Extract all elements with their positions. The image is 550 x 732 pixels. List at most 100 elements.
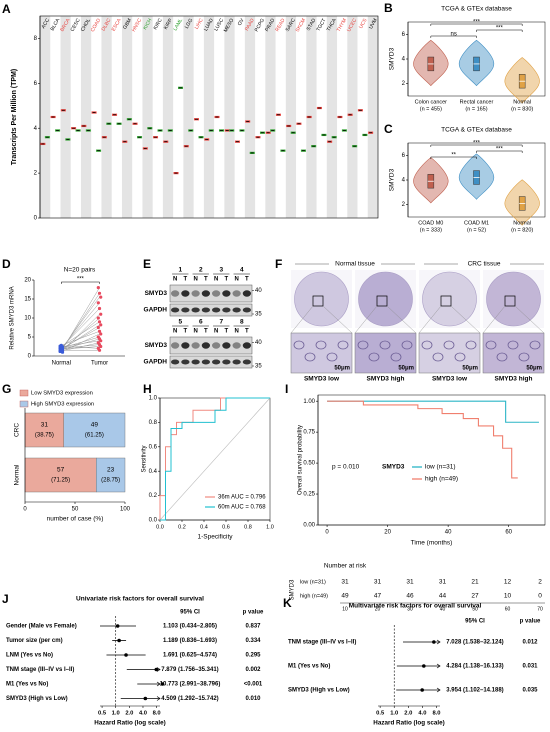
ci-arrow — [156, 696, 161, 701]
row-label: Tumor size (per cm) — [6, 638, 63, 644]
hazard-ratio — [432, 640, 436, 644]
lane-type: N — [234, 329, 238, 335]
significance-bracket — [430, 35, 477, 38]
lane-type: N — [214, 329, 218, 335]
legend-swatch — [19, 389, 29, 397]
significance-label: ns — [450, 32, 456, 38]
risk-count: 47 — [374, 593, 382, 600]
x-tick-label: 2.0 — [404, 711, 412, 717]
tissue-structure — [443, 340, 455, 350]
point — [99, 312, 103, 316]
protein-label: GAPDH — [144, 307, 168, 314]
category-label: CRC — [14, 423, 21, 437]
tissue-core — [422, 271, 477, 327]
hazard-ratio — [160, 682, 165, 686]
category-label: Normal — [513, 220, 531, 226]
y-axis-title: Overall survival probability — [298, 425, 304, 495]
blot-band — [191, 307, 200, 313]
legend-label: High SMYD3 expression — [31, 402, 94, 408]
y-tick-label: 4 — [34, 126, 38, 132]
point — [97, 306, 102, 311]
p-value: 0.031 — [522, 664, 538, 670]
blot-band — [232, 290, 241, 297]
zoom-connector — [322, 305, 353, 334]
chart-title: Univariate risk factors for overall surv… — [76, 596, 204, 603]
x-axis-title: 1-Specificity — [197, 534, 233, 541]
column-header: p value — [520, 619, 541, 625]
marker-label: 35 — [255, 364, 262, 370]
ci-label: 3.954 (1.102–14.188) — [446, 688, 503, 694]
band — [285, 16, 297, 218]
row-label: M1 (Yes vs No) — [6, 682, 48, 688]
risk-time: 40 — [440, 606, 446, 612]
blot-band — [201, 342, 210, 349]
pair-line — [61, 344, 100, 349]
risk-count: 31 — [341, 579, 349, 586]
y-tick-label: 1.00 — [303, 399, 315, 405]
legend-label: 60m AUC = 0.768 — [218, 505, 266, 511]
y-tick-label: 0.75 — [303, 430, 315, 436]
band — [244, 16, 256, 218]
band — [347, 16, 358, 218]
category-label: KIRC — [152, 17, 163, 31]
y-tick-label: 0 — [34, 216, 38, 222]
y-tick-label: 2 — [402, 81, 406, 87]
marker-label: 40 — [255, 340, 262, 346]
risk-count: 27 — [471, 593, 479, 600]
significance-label: *** — [77, 277, 85, 283]
x-tick-label: 0.5 — [98, 711, 107, 717]
lane-number: 7 — [219, 319, 223, 326]
panel-letter: F — [275, 257, 282, 271]
pair-line — [61, 308, 100, 348]
group-header: CRC tissue — [468, 261, 501, 268]
tissue-structure — [304, 352, 316, 362]
risk-count: 21 — [471, 579, 479, 586]
panel-letter: C — [384, 122, 393, 136]
panel-letter: B — [384, 1, 393, 15]
x-axis-title: number of case (%) — [47, 516, 104, 523]
blot-band — [222, 307, 231, 313]
band — [224, 16, 235, 218]
tissue-structure — [507, 340, 519, 350]
value-label: (28.75) — [101, 478, 120, 484]
band — [40, 16, 51, 218]
zoom-connector — [450, 305, 481, 334]
category-label: LIHC — [194, 17, 205, 30]
category-label: LAML — [172, 17, 184, 32]
image-caption: SMYD3 high — [495, 376, 533, 383]
x-tick-label: 0.5 — [376, 711, 385, 717]
significance-label: *** — [473, 20, 481, 26]
scale-label: 50μm — [462, 366, 478, 372]
hazard-ratio — [124, 653, 128, 657]
y-axis-title: SMYD3 — [389, 47, 396, 70]
category-label: ACC — [41, 17, 52, 29]
count-label: 23 — [107, 467, 115, 474]
y-tick-label: 1.0 — [149, 396, 158, 402]
hazard-ratio — [117, 638, 121, 643]
chart-title: TCGA & GTEx database — [441, 127, 512, 134]
p-value: 0.837 — [245, 624, 261, 630]
significance-label: ** — [451, 153, 456, 159]
category-label: OV — [237, 17, 246, 27]
blot-band — [171, 359, 180, 365]
p-value: 0.295 — [245, 653, 261, 659]
pair-line — [61, 345, 100, 349]
row-label: TNM stage (III–IV vs I–II) — [288, 640, 356, 646]
x-tick-label: 0.8 — [244, 524, 252, 530]
blot-band — [242, 342, 251, 349]
blot-band — [232, 359, 241, 365]
tissue-structure — [485, 340, 497, 350]
chart-title: Multivariate risk factors for overall su… — [349, 603, 482, 610]
count-label: 57 — [57, 467, 65, 474]
risk-count: 12 — [504, 579, 512, 586]
zoom-connector — [354, 305, 378, 334]
x-tick-label: 4.0 — [139, 711, 147, 717]
y-tick-label: 4 — [402, 178, 406, 184]
scale-label: 50μm — [398, 366, 414, 372]
bar-segment — [24, 457, 97, 493]
point — [96, 301, 100, 305]
ci-arrow — [156, 681, 161, 687]
tissue-structure — [315, 340, 327, 350]
y-tick-label: 2 — [34, 171, 38, 177]
zoom-connector — [290, 305, 314, 334]
